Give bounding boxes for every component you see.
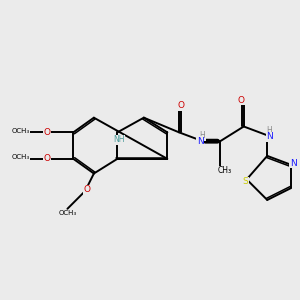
Text: H: H — [267, 126, 272, 135]
Text: H: H — [200, 131, 206, 140]
Text: N: N — [266, 132, 273, 141]
Text: CH₃: CH₃ — [218, 166, 232, 175]
Text: NH: NH — [113, 135, 124, 144]
Text: N: N — [290, 159, 296, 168]
Text: S: S — [242, 177, 248, 186]
Text: OCH₃: OCH₃ — [11, 154, 29, 160]
Polygon shape — [202, 140, 220, 142]
Text: OCH₃: OCH₃ — [58, 210, 76, 216]
Text: N: N — [197, 137, 204, 146]
Text: O: O — [44, 154, 50, 163]
Text: O: O — [178, 101, 185, 110]
Text: O: O — [44, 128, 50, 137]
Text: O: O — [83, 185, 90, 194]
Text: O: O — [238, 95, 245, 104]
Text: OCH₃: OCH₃ — [11, 128, 29, 134]
